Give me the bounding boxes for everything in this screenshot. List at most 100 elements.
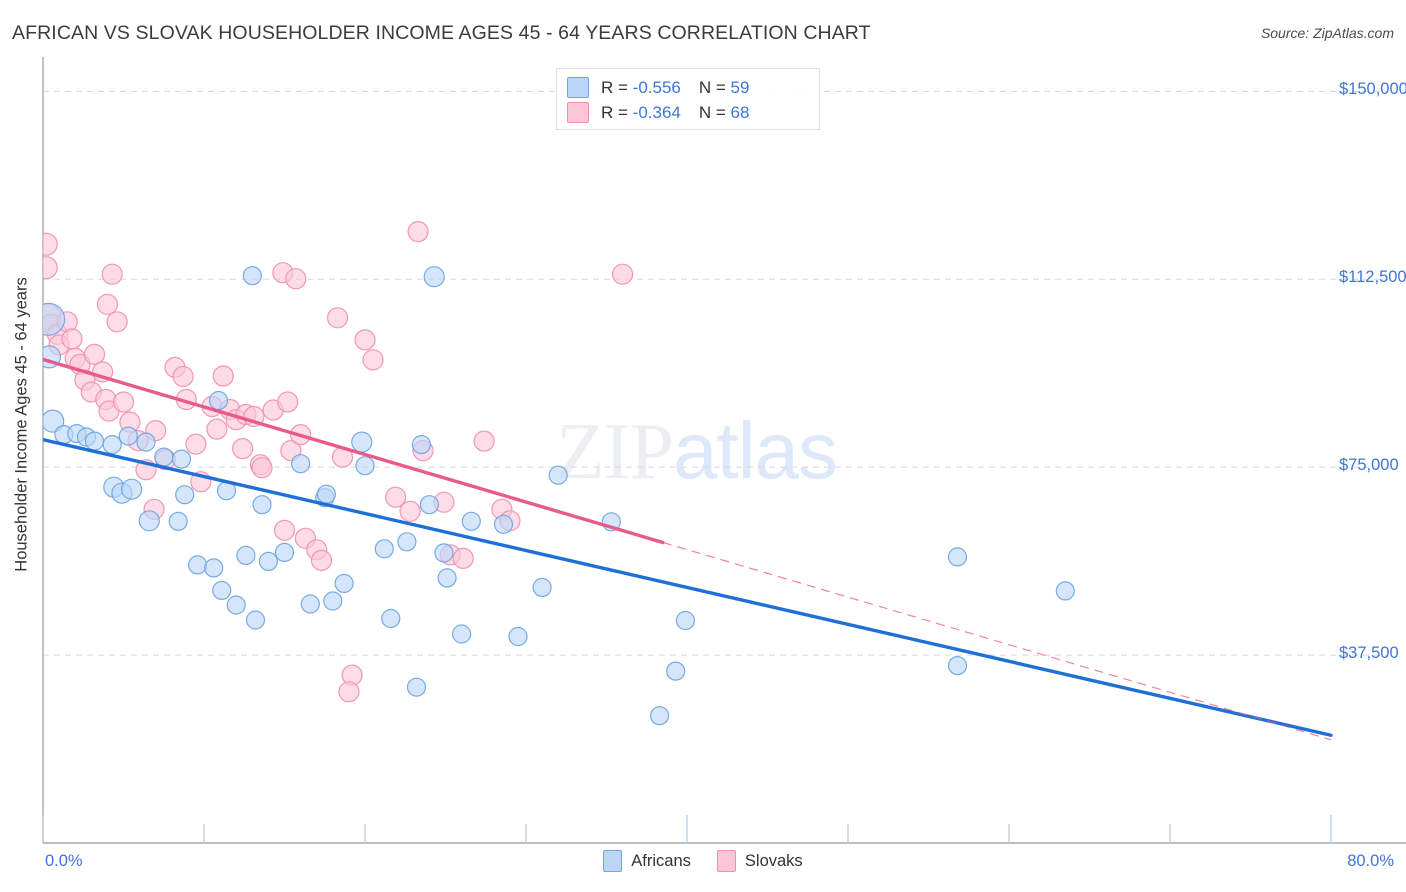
data-point-slovaks (611, 263, 634, 285)
africans-legend-swatch-icon (603, 850, 623, 872)
slovaks-stats: R = -0.364 N = 68 (601, 103, 749, 123)
data-point-africans (175, 485, 195, 505)
source-attribution: Source: ZipAtlas.com (1260, 25, 1394, 41)
data-point-africans (675, 610, 696, 631)
slovaks-r-value: -0.364 (632, 102, 681, 122)
legend-item-slovaks[interactable]: Slovaks (716, 850, 803, 872)
data-point-africans (419, 495, 439, 515)
data-point-africans (168, 511, 188, 531)
data-point-africans (136, 432, 156, 452)
data-point-africans (493, 514, 514, 534)
data-point-slovaks (354, 329, 376, 351)
watermark-atlas: atlas (673, 406, 838, 495)
trend-line-africans (43, 437, 1333, 737)
slovaks-legend-swatch-icon (716, 850, 736, 872)
trend-line-slovaks (43, 357, 665, 545)
data-point-africans (334, 573, 354, 594)
y-axis-tick-label: $37,500 (1339, 644, 1399, 663)
data-point-africans (397, 532, 417, 552)
data-point-slovaks (362, 349, 384, 371)
legend-label-africans: Africans (631, 851, 691, 870)
data-point-africans (381, 608, 401, 629)
data-point-africans (43, 302, 66, 336)
data-point-africans (374, 539, 394, 559)
africans-n-label: N = (698, 77, 731, 97)
data-point-africans (532, 577, 552, 598)
data-point-africans (242, 266, 262, 286)
data-point-africans (423, 266, 445, 288)
slovaks-n-label: N = (698, 102, 731, 122)
data-point-africans (666, 661, 686, 681)
data-point-slovaks (251, 457, 273, 479)
africans-r-value: -0.556 (632, 77, 681, 97)
y-axis-tick-label: $150,000 (1339, 80, 1406, 99)
data-point-africans (204, 558, 224, 578)
data-point-africans (226, 595, 246, 615)
slovaks-r-label: R = (601, 102, 633, 122)
africans-n-value: 59 (730, 77, 750, 97)
slovaks-n-value: 68 (730, 102, 750, 122)
data-point-africans (355, 456, 375, 476)
data-point-africans (171, 449, 192, 469)
africans-stats: R = -0.556 N = 59 (601, 78, 749, 98)
data-point-slovaks (212, 365, 234, 387)
africans-swatch-icon (567, 77, 589, 98)
y-axis-tick-label: $75,000 (1339, 456, 1399, 475)
africans-r-label: R = (601, 77, 633, 97)
data-point-africans (508, 626, 528, 647)
data-point-africans (316, 484, 336, 504)
correlation-legend: R = -0.556 N = 59 R = -0.364 N = 68 (556, 68, 820, 130)
x-axis-max-label: 80.0% (1347, 852, 1394, 870)
data-point-slovaks (277, 391, 299, 413)
data-point-africans (411, 435, 431, 455)
data-point-africans (121, 478, 143, 500)
legend-item-africans[interactable]: Africans (603, 850, 691, 872)
data-point-africans (118, 426, 138, 446)
x-axis-min-label: 0.0% (45, 852, 83, 870)
trend-line-slovaks-extrapolated (662, 541, 1332, 741)
data-point-africans (649, 706, 670, 726)
data-point-slovaks (101, 263, 123, 285)
slovaks-swatch-icon (567, 102, 589, 123)
data-point-africans (138, 510, 160, 532)
data-point-africans (43, 409, 65, 433)
data-point-africans (323, 591, 343, 611)
data-point-slovaks (43, 232, 58, 256)
data-point-slovaks (285, 268, 307, 290)
data-point-africans (291, 454, 311, 474)
data-point-slovaks (61, 328, 83, 350)
data-point-slovaks (106, 311, 128, 333)
data-point-africans (84, 431, 105, 451)
data-point-slovaks (473, 430, 495, 452)
data-point-africans (154, 447, 174, 467)
data-point-africans (548, 465, 568, 485)
data-point-slovaks (83, 343, 106, 365)
data-point-africans (300, 594, 320, 614)
correlation-legend-row-africans: R = -0.556 N = 59 (567, 75, 809, 100)
series-legend: Africans Slovaks (0, 850, 1406, 872)
data-point-africans (274, 542, 295, 563)
data-point-slovaks (452, 547, 474, 570)
data-point-slovaks (112, 391, 135, 413)
data-point-slovaks (43, 256, 58, 280)
data-point-africans (947, 547, 968, 567)
page-title: AFRICAN VS SLOVAK HOUSEHOLDER INCOME AGE… (12, 22, 871, 44)
data-point-slovaks (232, 438, 254, 460)
data-point-africans (188, 555, 208, 575)
data-point-slovaks (407, 221, 429, 243)
data-point-africans (1055, 581, 1075, 601)
data-point-africans (102, 435, 122, 455)
data-point-africans (212, 580, 232, 601)
data-point-slovaks (185, 433, 207, 455)
watermark-zip: ZIP (556, 408, 674, 496)
legend-label-slovaks: Slovaks (744, 851, 803, 870)
data-point-africans (406, 677, 427, 697)
data-point-africans (252, 495, 272, 515)
data-point-africans (437, 568, 457, 588)
data-point-africans (245, 610, 266, 630)
data-point-slovaks (338, 681, 360, 703)
data-point-africans (452, 624, 472, 644)
y-axis-tick-label: $112,500 (1339, 268, 1406, 287)
